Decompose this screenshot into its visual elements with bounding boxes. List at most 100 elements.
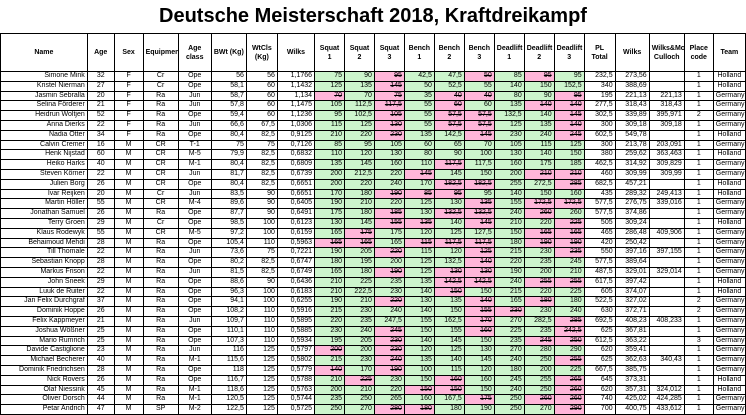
table-cell: 45 (86, 384, 115, 396)
table-cell: Joshua Wößner (0, 325, 88, 337)
table-row: Behaimoud Mehdi 28 M Ra Ope 105,4 110 0,5963 165… (0, 237, 746, 249)
table-cell: 142,5 (433, 276, 465, 288)
table-cell: 155 (463, 306, 495, 317)
table-cell: 1 (683, 315, 714, 327)
table-cell: 200 (314, 345, 345, 357)
column-header: Bench 1 (403, 33, 435, 72)
column-header: BWt (Kg) (210, 33, 247, 72)
table-cell: 225 (553, 217, 585, 229)
table-cell: 130 (314, 217, 345, 229)
table-body: Simone Mink 32 F Cr Ope 56 56 1,1766 75 90 95 42,5 4… (0, 71, 746, 415)
table-cell: 100 (403, 364, 435, 376)
table-cell: 505 (583, 217, 616, 229)
table-cell: 0,6491 (276, 208, 316, 219)
table-cell: 462,5 (583, 159, 616, 170)
table-cell: Luuk de Ruiter (0, 286, 88, 298)
table-cell: 324,012 (648, 384, 685, 396)
table-cell: 300 (583, 139, 616, 151)
table-cell: 457,21 (614, 178, 650, 190)
table-cell: 235 (493, 335, 525, 347)
table-cell: 235 (523, 325, 555, 337)
table-cell: 125 (433, 227, 465, 239)
table-cell: M-1 (177, 355, 212, 366)
table-cell: 145 (463, 355, 495, 366)
table-cell: 577,5 (583, 198, 616, 210)
table-cell: 145 (463, 129, 495, 141)
table-cell: 213,78 (614, 139, 650, 151)
table-cell: 109,7 (210, 315, 247, 327)
table-row: Steven Körner 22 M CR Jun 81,7 82,5 0,6739 200 21… (0, 168, 746, 180)
table-cell: 60 (245, 80, 278, 92)
table-row: Ivar Reijken 20 M Cr Jun 83,5 90 0,6651 170 180 19… (0, 188, 746, 200)
table-cell: 700 (583, 404, 616, 415)
table-cell: Holland (712, 178, 746, 190)
table-cell: Holland (712, 384, 746, 396)
table-cell: Nick Rovers (0, 374, 88, 386)
table-row: Davide Castiglione 23 M Ra Jun 116 125 0,5797 20… (0, 345, 746, 357)
table-cell: 270 (523, 404, 555, 415)
table-cell: 160 (463, 325, 495, 337)
table-cell: 247,5 (373, 315, 405, 327)
table-cell: 47,5 (433, 71, 465, 82)
table-cell: 1 (683, 276, 714, 288)
table-cell: 255 (493, 178, 525, 190)
table-cell: 230 (314, 325, 345, 337)
table-cell: 115 (433, 364, 465, 376)
table-cell: 0,5895 (276, 315, 316, 327)
table-cell: 1 (683, 139, 714, 151)
table-cell: 276,75 (614, 198, 650, 210)
table-row: Martin Höller 55 M CR M-4 89,6 90 0,6405 190 210 2… (0, 198, 746, 210)
table-cell: Klaus Rodewyk (0, 227, 88, 239)
table-cell: 522,5 (583, 296, 616, 308)
table-cell: Davide Castiglione (0, 345, 88, 357)
table-cell: 280 (523, 345, 555, 357)
table-cell: 60 (463, 100, 495, 112)
table-cell: 175 (314, 208, 345, 219)
table-cell: 190 (373, 188, 405, 200)
table-cell: 249,413 (648, 188, 685, 200)
table-cell: 50 (463, 71, 495, 82)
table-cell: Ope (177, 257, 212, 268)
table-cell: 125 (493, 119, 525, 131)
table-cell: 339,89 (614, 110, 650, 121)
table-cell: 82,5 (245, 257, 278, 268)
table-cell: Anna Dierks (0, 119, 88, 131)
column-header: Team (712, 33, 746, 72)
table-cell: 220 (373, 247, 405, 259)
table-cell: 255 (553, 355, 585, 366)
table-cell: 90 (245, 276, 278, 288)
table-cell: 617,5 (583, 276, 616, 288)
table-cell: Germany (712, 266, 746, 278)
table-cell: 0,5802 (276, 355, 316, 366)
table-cell: 107,3 (210, 335, 247, 347)
table-cell: 29 (86, 217, 115, 229)
table-cell: 200 (523, 266, 555, 278)
table-cell: 130 (403, 208, 435, 219)
table-cell: 245 (553, 129, 585, 141)
table-cell: Germany (712, 110, 746, 121)
table-cell: Ra (142, 345, 179, 357)
table-cell: 117,5 (463, 237, 495, 249)
table-cell: 195 (344, 257, 375, 268)
table-cell: Germany (712, 159, 746, 170)
table-cell: 357,31 (614, 384, 650, 396)
table-cell: M (113, 188, 144, 200)
results-table: Name Age Sex Equipment Age class BWt (Kg) WtCl… (0, 33, 746, 415)
table-cell: 60 (433, 100, 465, 112)
table-cell: 221,13 (614, 90, 650, 102)
table-cell: Dominik Hoppe (0, 306, 88, 317)
table-cell: 165 (314, 227, 345, 239)
table-cell: 240 (493, 208, 525, 219)
table-cell: Holland (712, 374, 746, 386)
table-cell: 0,7221 (276, 247, 316, 259)
table-cell: 210 (523, 168, 555, 180)
table-cell: 80 (403, 149, 435, 161)
table-cell: 150 (463, 335, 495, 347)
table-cell: M (113, 257, 144, 268)
table-cell: 150 (493, 227, 525, 239)
table-cell: 40 (463, 90, 495, 102)
table-row: Olaf Niessink 45 M Ra M-1 118,6 125 0,5763 200 21… (0, 384, 746, 396)
table-row: Julien Borg 26 M CR Ope 80,4 82,5 0,6651 200 220 2… (0, 178, 746, 190)
table-cell: 215 (493, 247, 525, 259)
table-cell: Holland (712, 71, 746, 82)
